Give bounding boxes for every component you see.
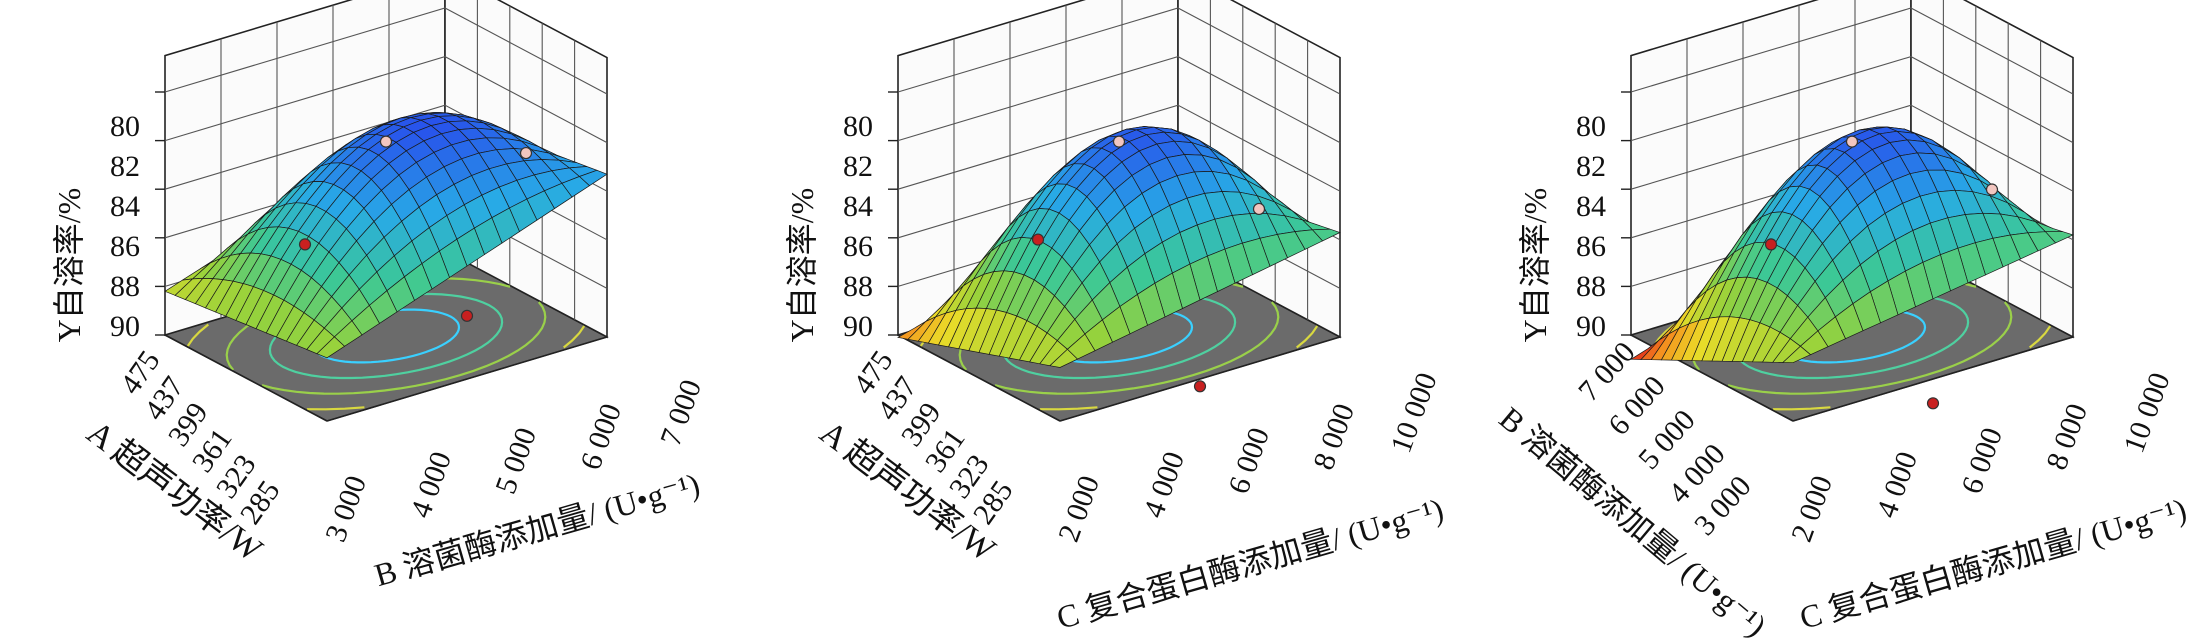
wall-gridline [1630, 104, 2074, 192]
design-point [1112, 135, 1126, 148]
surface-chart-3: Y自溶率/% 80 82 84 86 88 90 7 000 6 000 5 0… [1493, 0, 2191, 644]
z-tick-label: 90 [1576, 310, 1606, 343]
right-axis-tick-label: 6 000 [1222, 423, 1276, 498]
right-axis-tick-label: 3 000 [319, 471, 373, 546]
surface-cell [1049, 348, 1079, 368]
surface-cell [1782, 345, 1812, 364]
z-axis-label: Y自溶率/% [1517, 188, 1553, 343]
design-point [1985, 183, 1999, 196]
design-point [1764, 238, 1778, 251]
z-tick-label: 86 [110, 230, 140, 263]
right-axis-tick-label: 8 000 [2040, 399, 2094, 474]
wall-gridline [897, 56, 1341, 144]
wall-gridline [1630, 56, 2074, 144]
design-point [460, 309, 474, 322]
right-axis-tick-label: 10 000 [1384, 368, 1443, 457]
right-axis-tick-label: 6 000 [574, 399, 628, 474]
z-tick-label: 84 [110, 190, 140, 223]
right-axis-line [1059, 336, 1341, 422]
z-tick-label: 82 [1576, 150, 1606, 183]
z-axis-label: Y自溶率/% [51, 188, 87, 343]
right-axis-tick-label: 7 000 [654, 375, 708, 450]
design-point [1926, 397, 1940, 410]
design-point [1252, 202, 1266, 216]
right-axis-line [326, 336, 608, 422]
z-tick-label: 88 [110, 270, 140, 303]
wall-gridline [897, 7, 1341, 95]
z-tick-label: 90 [843, 310, 873, 343]
right-axis-label: C 复合蛋白酶添加量/ (U•g⁻¹) [1053, 491, 1448, 636]
z-tick-label: 84 [1576, 190, 1606, 223]
z-tick-label: 90 [110, 310, 140, 343]
z-tick-label: 80 [843, 110, 873, 143]
z-tick-label: 88 [843, 270, 873, 303]
z-tick-label: 86 [1576, 230, 1606, 263]
right-axis-tick-label: 2 000 [1052, 471, 1106, 546]
surface-panel-3: Y自溶率/% 80 82 84 86 88 90 7 000 6 000 5 0… [1466, 0, 2199, 644]
wall-gridline [164, 56, 608, 144]
z-tick-label: 80 [1576, 110, 1606, 143]
z-tick-label: 84 [843, 190, 873, 223]
design-point [519, 146, 533, 160]
right-axis-label: C 复合蛋白酶添加量/ (U•g⁻¹) [1796, 491, 2191, 636]
z-tick-label: 82 [843, 150, 873, 183]
design-point [1031, 233, 1045, 246]
surface-chart-1: Y自溶率/% 80 82 84 86 88 90 475 437 399 361… [51, 0, 708, 593]
z-tick-label: 82 [110, 150, 140, 183]
design-point [1845, 135, 1859, 148]
right-axis-line [1792, 336, 2074, 422]
wall-gridline [897, 104, 1341, 192]
wall-gridline [1630, 7, 2074, 95]
z-tick-label: 88 [1576, 270, 1606, 303]
z-axis-label: Y自溶率/% [784, 188, 820, 343]
left-axis-line [164, 334, 328, 422]
left-axis-label: B 溶菌酶添加量/ (U•g⁻¹) [1493, 400, 1774, 644]
design-point [379, 135, 393, 148]
surface-panel-1: Y自溶率/% 80 82 84 86 88 90 475 437 399 361… [0, 0, 733, 644]
surface-panel-2: Y自溶率/% 80 82 84 86 88 90 475 437 399 361… [733, 0, 1466, 644]
right-axis-tick-label: 4 000 [1137, 447, 1191, 522]
design-point [1193, 380, 1207, 393]
right-axis-tick-label: 2 000 [1785, 471, 1839, 546]
design-point [298, 238, 312, 251]
right-axis-tick-label: 10 000 [2117, 368, 2176, 457]
surface-chart-2: Y自溶率/% 80 82 84 86 88 90 475 437 399 361… [784, 0, 1448, 636]
right-axis-tick-label: 8 000 [1307, 399, 1361, 474]
right-axis-tick-label: 5 000 [489, 423, 543, 498]
surface-cell [316, 336, 346, 359]
z-tick-label: 86 [843, 230, 873, 263]
left-axis-line [897, 334, 1061, 422]
right-axis-tick-label: 6 000 [1955, 423, 2009, 498]
right-axis-tick-label: 4 000 [404, 447, 458, 522]
z-tick-label: 80 [110, 110, 140, 143]
right-axis-tick-label: 4 000 [1870, 447, 1924, 522]
wall-gridline [164, 7, 608, 95]
